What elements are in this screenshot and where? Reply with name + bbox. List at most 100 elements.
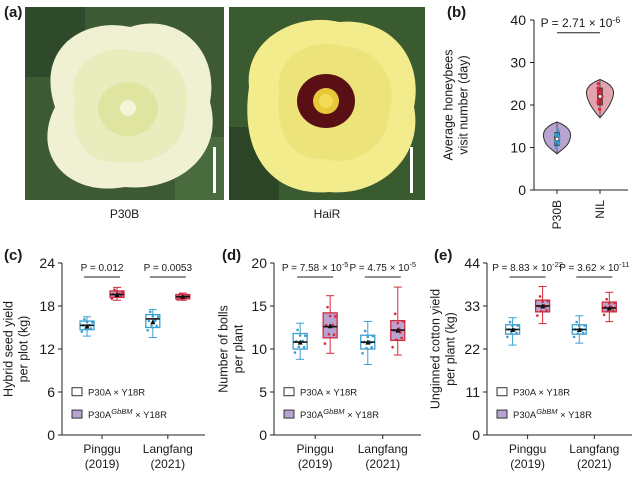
x-tick-label: Langfang: [143, 442, 193, 456]
data-point: [149, 311, 152, 314]
data-point: [334, 315, 337, 318]
y-tick-label: 0: [472, 427, 480, 443]
legend-label-control: P30A × Y18R: [88, 388, 145, 399]
data-point: [179, 293, 182, 296]
data-point: [86, 321, 89, 324]
data-point: [372, 335, 375, 338]
chart-c-hybrid-seed-yield: 0 6 12 18 24 Hybrid seed yield per plot (kg) Pi…: [0, 245, 215, 477]
y-tick-label: 0: [518, 182, 526, 198]
data-point: [573, 336, 576, 339]
y-tick-label: 12: [39, 341, 55, 357]
flower-photo-p30b: [25, 7, 224, 200]
data-point: [391, 346, 394, 349]
y-tick-label: 10: [510, 140, 526, 156]
data-point: [582, 332, 585, 335]
median-mark: [555, 137, 559, 141]
data-point: [329, 315, 332, 318]
p-value-label: P = 7.58 × 10-5: [282, 260, 349, 274]
x-tick-label: NIL: [593, 200, 607, 219]
data-point: [328, 333, 331, 336]
photo-caption-p30b: P30B: [25, 207, 224, 221]
data-point: [557, 142, 560, 145]
y-tick-label: 18: [39, 298, 55, 314]
y-tick-label: 22: [464, 341, 480, 357]
legend-swatch-control: [497, 388, 507, 396]
x-tick-label: Langfang: [569, 442, 619, 456]
legend-label-control: P30A × Y18R: [513, 388, 570, 399]
data-point: [331, 324, 334, 327]
data-point: [540, 310, 543, 313]
data-point: [366, 336, 369, 339]
data-point: [583, 324, 586, 327]
y-axis-label-line: per plant: [232, 324, 246, 373]
y-axis-label-line: Hybrid seed yield: [2, 301, 16, 397]
p-value-label: P = 4.75 × 10-5: [350, 260, 417, 274]
data-point: [113, 288, 116, 291]
data-point: [364, 330, 367, 333]
y-tick-label: 6: [47, 384, 55, 400]
data-point: [545, 309, 548, 312]
data-point: [509, 321, 512, 324]
data-point: [400, 337, 403, 340]
p-value-label: P = 2.71 × 10-6: [541, 15, 621, 30]
y-tick-label: 24: [39, 255, 55, 271]
data-point: [510, 332, 513, 335]
panel-label-a: (a): [4, 4, 22, 21]
data-point: [303, 346, 306, 349]
p-value-label: P = 8.83 × 10-22: [492, 260, 563, 274]
data-point: [157, 315, 160, 318]
data-point: [511, 325, 514, 328]
data-point: [599, 91, 602, 94]
chart-b-honeybee-visits: 0 10 20 30 40 Average honeybees visit number (…: [440, 0, 636, 245]
data-point: [361, 352, 364, 355]
legend-swatch-control: [72, 388, 82, 396]
data-point: [555, 146, 558, 149]
x-tick-label: Pinggu: [509, 442, 546, 456]
y-axis-label: Hybrid seed yield per plot (kg): [2, 301, 31, 397]
data-point: [326, 306, 329, 309]
x-tick-label: (2019): [510, 457, 545, 471]
y-axis-label-line: Average honeybees: [442, 50, 456, 161]
data-point: [536, 314, 539, 317]
p-value-label: P = 3.62 × 10-11: [559, 260, 629, 274]
data-point: [155, 325, 158, 328]
y-tick-label: 30: [510, 55, 526, 71]
data-point: [90, 327, 93, 330]
x-tick-label: P30B: [550, 200, 564, 229]
x-tick-label: (2021): [577, 457, 612, 471]
data-point: [556, 129, 559, 132]
data-point: [605, 298, 608, 301]
y-tick-label: 20: [510, 97, 526, 113]
legend-swatch-control: [284, 388, 294, 396]
y-axis-label-line: per plot (kg): [17, 316, 31, 383]
data-point: [154, 319, 157, 322]
data-point: [539, 295, 542, 298]
data-point: [111, 297, 114, 300]
data-point: [578, 325, 581, 328]
data-point: [613, 302, 616, 305]
data-point: [603, 313, 606, 316]
y-axis-label-line: visit number (day): [457, 55, 471, 154]
x-tick-label: (2019): [298, 457, 333, 471]
data-point: [176, 298, 179, 301]
data-point: [152, 315, 155, 318]
legend-swatch-gbbm: [497, 410, 507, 418]
data-point: [396, 322, 399, 325]
x-tick-label: (2021): [150, 457, 185, 471]
data-point: [577, 332, 580, 335]
y-axis-label-line: Unginned cotton yield: [429, 289, 443, 409]
data-point: [333, 333, 336, 336]
data-point: [402, 320, 405, 323]
y-tick-label: 40: [510, 12, 526, 28]
x-tick-label: (2021): [365, 457, 400, 471]
x-tick-label: (2019): [85, 457, 120, 471]
data-point: [146, 329, 149, 332]
y-axis-label-line: per plant (kg): [444, 312, 458, 386]
data-point: [365, 347, 368, 350]
data-point: [81, 330, 84, 333]
data-point: [575, 321, 578, 324]
y-axis-label-line: Number of bolls: [217, 305, 231, 393]
p-value-label: P = 0.012: [81, 263, 124, 274]
data-point: [608, 302, 611, 305]
data-point: [598, 108, 601, 111]
